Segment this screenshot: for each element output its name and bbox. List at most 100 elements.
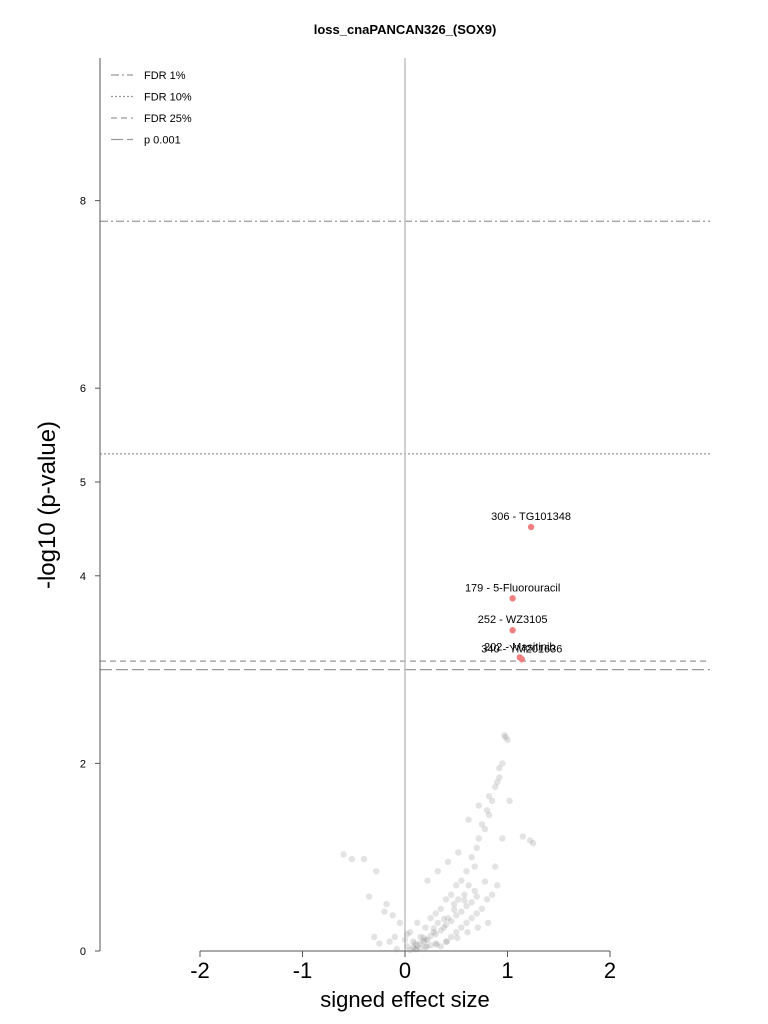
legend-label: p 0.001 — [144, 135, 181, 147]
data-point — [410, 938, 417, 945]
data-point — [443, 938, 451, 945]
data-point — [471, 887, 478, 895]
data-point — [403, 930, 411, 938]
legend-label: FDR 25% — [144, 113, 192, 125]
data-point — [422, 936, 429, 943]
data-point — [468, 854, 475, 861]
data-point — [373, 868, 380, 875]
data-point — [365, 893, 373, 900]
data-point — [473, 910, 480, 917]
data-point — [444, 914, 452, 922]
data-point — [389, 912, 396, 919]
data-point — [458, 908, 465, 915]
data-point — [422, 924, 429, 931]
data-point — [492, 783, 499, 791]
data-point — [451, 900, 458, 908]
point-annotation: 179 - 5-Fluorouracil — [465, 582, 560, 594]
data-point — [427, 914, 434, 922]
data-point — [444, 858, 452, 866]
data-point — [502, 733, 509, 741]
y-axis-ticks: 0 2 4 5 6 8 — [80, 196, 100, 958]
data-point — [499, 760, 506, 767]
data-point — [485, 811, 493, 819]
data-point — [447, 917, 455, 925]
data-point — [496, 764, 503, 772]
data-point — [461, 897, 468, 904]
data-point — [465, 882, 472, 889]
data-point — [432, 930, 439, 938]
data-point — [496, 774, 503, 781]
data-point — [455, 849, 462, 856]
y-tick-label: 8 — [80, 196, 86, 208]
x-tick-label: 2 — [604, 958, 616, 983]
highlighted-points: 306 - TG101348 179 - 5-Fluorouracil 252 - … — [465, 511, 571, 663]
point-annotation: 306 - TG101348 — [491, 511, 571, 523]
data-point — [485, 793, 493, 800]
data-point — [410, 944, 417, 951]
data-point — [442, 921, 450, 928]
data-point — [383, 900, 390, 908]
y-tick-label: 4 — [80, 571, 86, 583]
point-annotation: 340 - YM201636 — [481, 643, 562, 655]
data-point — [437, 927, 445, 934]
x-axis-ticks: -2 -1 0 1 2 — [190, 951, 616, 983]
data-point — [499, 835, 506, 842]
data-point — [412, 940, 419, 947]
highlighted-point — [518, 656, 526, 663]
data-point — [492, 863, 499, 870]
data-point — [440, 924, 448, 931]
data-point — [406, 929, 414, 936]
data-point — [391, 933, 398, 941]
data-point — [417, 940, 424, 947]
data-point — [420, 934, 427, 942]
data-point — [458, 924, 465, 931]
y-tick-label: 0 — [80, 946, 86, 958]
data-point — [453, 882, 460, 889]
data-point — [463, 919, 470, 927]
data-point — [381, 908, 388, 915]
data-point — [401, 936, 409, 943]
x-tick-label: 1 — [501, 958, 513, 983]
data-point — [447, 933, 455, 941]
x-axis-label: signed effect size — [320, 987, 490, 1012]
data-point — [406, 946, 414, 954]
data-point — [371, 933, 378, 941]
x-tick-label: -1 — [293, 958, 313, 983]
data-point — [412, 945, 419, 953]
highlighted-point — [509, 595, 516, 602]
data-point — [488, 797, 496, 805]
data-point — [468, 899, 475, 906]
data-point — [386, 938, 393, 945]
data-points — [340, 732, 537, 954]
data-point — [437, 943, 445, 950]
data-point — [481, 878, 489, 885]
data-point — [474, 924, 481, 931]
data-point — [461, 891, 468, 898]
data-point — [475, 835, 482, 842]
legend-label: FDR 10% — [144, 92, 192, 104]
data-point — [393, 945, 400, 953]
data-point — [454, 934, 461, 942]
data-point — [427, 932, 434, 940]
data-point — [413, 945, 420, 953]
data-point — [481, 825, 489, 833]
legend: FDR 1% FDR 10% FDR 25% p 0.001 — [111, 70, 192, 147]
y-tick-label: 6 — [80, 383, 86, 395]
data-point — [434, 919, 441, 927]
data-point — [424, 877, 431, 884]
data-point — [473, 893, 480, 900]
data-point — [478, 905, 486, 912]
data-point — [430, 929, 437, 936]
data-point — [455, 896, 462, 903]
data-point — [433, 941, 440, 948]
highlighted-point — [527, 523, 535, 531]
data-point — [453, 912, 460, 919]
data-point — [360, 855, 368, 863]
point-annotation: 202 - Masitinib — [484, 641, 556, 653]
data-point — [483, 896, 491, 903]
data-point — [529, 839, 537, 847]
data-point — [504, 736, 511, 744]
data-point — [442, 896, 450, 903]
data-point — [427, 942, 434, 949]
